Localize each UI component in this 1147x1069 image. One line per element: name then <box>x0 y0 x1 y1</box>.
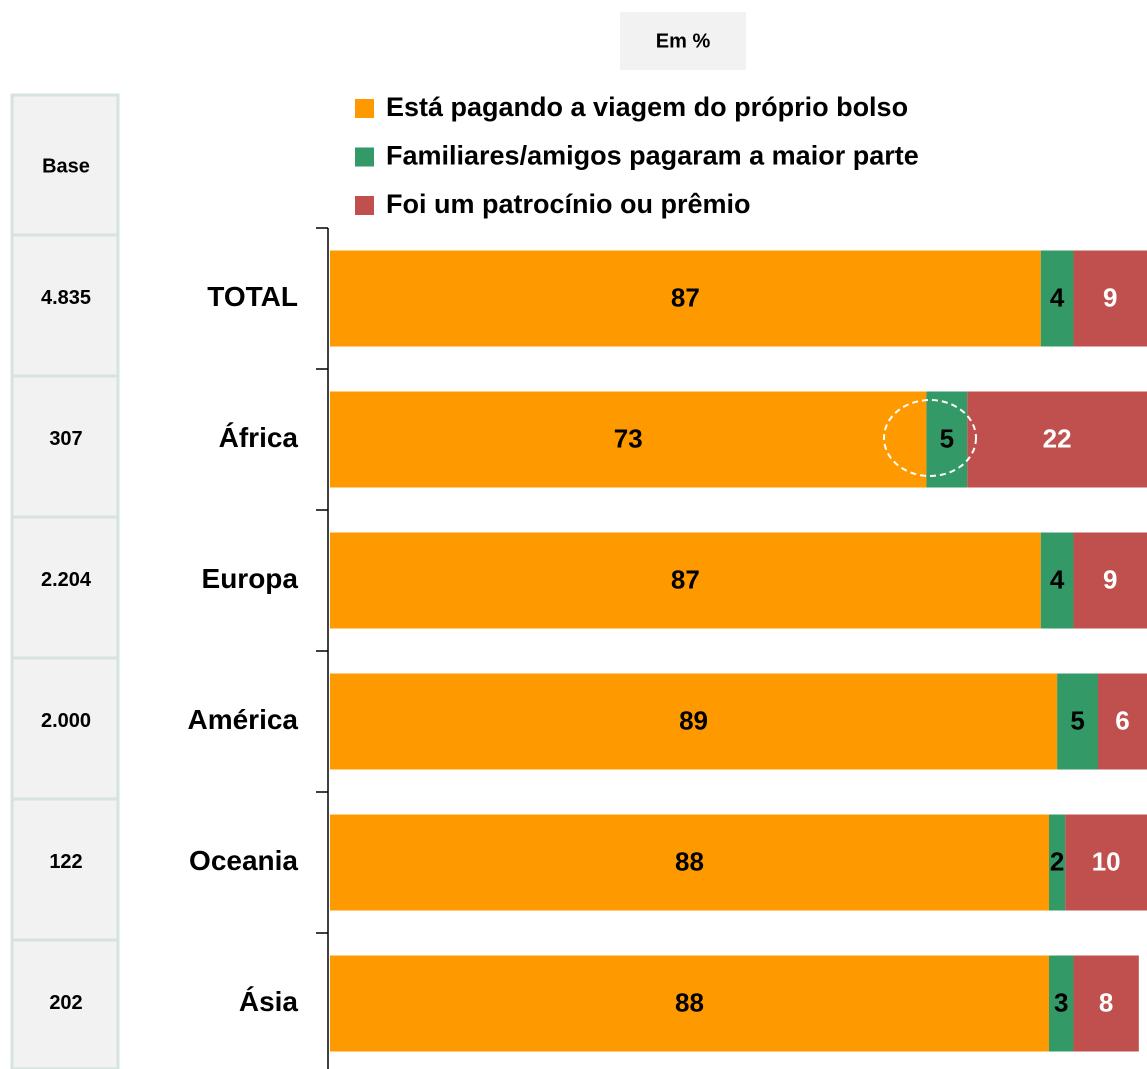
bar-segment <box>1057 673 1098 770</box>
base-header: Base <box>42 155 90 177</box>
category-label: Europa <box>202 563 299 594</box>
data-label: 9 <box>1103 564 1117 594</box>
data-label: 9 <box>1103 282 1117 312</box>
data-label: 73 <box>614 423 643 453</box>
data-label: 22 <box>1043 423 1072 453</box>
category-label: América <box>187 704 298 735</box>
category-label: África <box>219 422 299 453</box>
data-label: 5 <box>940 423 954 453</box>
data-label: 4 <box>1050 564 1065 594</box>
legend-swatch <box>355 196 374 215</box>
base-column <box>10 93 120 1069</box>
bar-segment <box>1073 532 1147 629</box>
base-value: 4.835 <box>41 287 91 309</box>
base-value: 2.204 <box>41 569 92 591</box>
data-label: 10 <box>1092 846 1121 876</box>
base-value: 202 <box>49 992 82 1014</box>
legend-label: Está pagando a viagem do próprio bolso <box>386 92 908 122</box>
bar-segment <box>330 814 1049 911</box>
bar-segment <box>1097 673 1147 770</box>
data-label: 4 <box>1050 282 1065 312</box>
legend-label: Foi um patrocínio ou prêmio <box>386 189 751 219</box>
legend-label: Familiares/amigos pagaram a maior parte <box>386 141 919 171</box>
bar-segment <box>1048 814 1066 911</box>
data-label: 5 <box>1070 705 1084 735</box>
data-label: 89 <box>679 705 708 735</box>
bar-segment <box>1073 955 1139 1052</box>
subtitle-box <box>620 12 746 70</box>
bar-segment <box>1048 955 1074 1052</box>
bar-segment <box>330 532 1041 629</box>
legend-swatch <box>355 147 374 167</box>
base-value: 2.000 <box>41 710 91 732</box>
data-label: 6 <box>1115 705 1129 735</box>
subtitle: Em % <box>656 30 711 52</box>
bar-segment <box>330 250 1041 347</box>
highlight-circle <box>883 399 977 477</box>
data-label: 8 <box>1099 987 1113 1017</box>
bar-segment <box>330 673 1058 770</box>
base-value: 122 <box>49 851 82 873</box>
data-label: 3 <box>1054 987 1068 1017</box>
bar-segment <box>1073 250 1147 347</box>
bar-segment <box>330 391 927 488</box>
category-label: TOTAL <box>207 281 298 312</box>
category-label: Oceania <box>189 845 298 876</box>
data-label: 88 <box>675 846 704 876</box>
bar-segment <box>330 955 1049 1052</box>
category-label: Ásia <box>239 986 299 1017</box>
data-label: 87 <box>671 282 700 312</box>
legend-swatch <box>355 99 374 118</box>
bar-segment <box>967 391 1147 488</box>
data-label: 87 <box>671 564 700 594</box>
bar-segment <box>1040 532 1074 629</box>
bar-segment <box>1065 814 1147 911</box>
bar-segment <box>926 391 968 488</box>
data-label: 88 <box>675 987 704 1017</box>
bar-segment <box>1040 250 1074 347</box>
data-label: 2 <box>1050 846 1064 876</box>
base-value: 307 <box>49 428 82 450</box>
